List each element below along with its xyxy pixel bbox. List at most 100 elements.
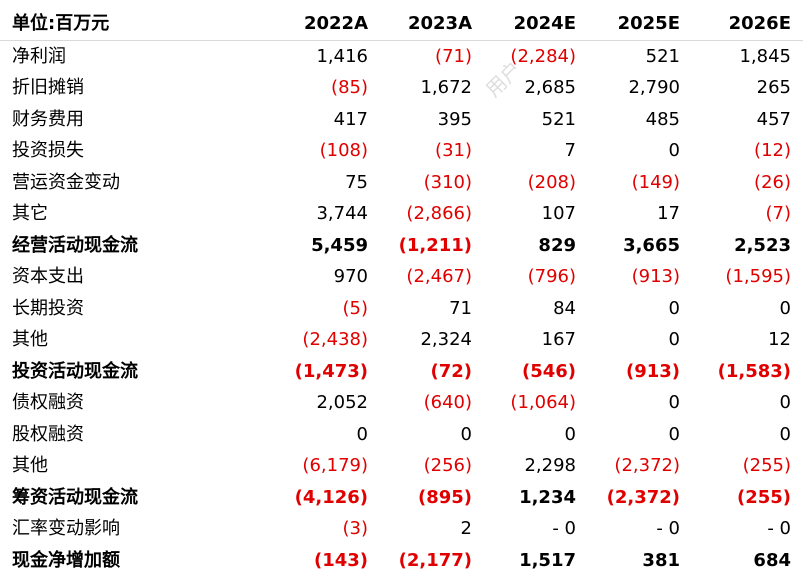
year-header: 2026E <box>728 13 791 34</box>
cell-value: 0 <box>356 423 368 445</box>
cell-value: 75 <box>345 171 368 193</box>
row-label: 其他 <box>12 455 48 476</box>
row-label: 投资活动现金流 <box>12 360 138 382</box>
cell-value: 71 <box>449 297 472 319</box>
cell-value: (255) <box>742 455 791 476</box>
cell-value: (5) <box>342 297 369 319</box>
table-row: 汇率变动影响 (3) 2 - 0 - 0 - 0 <box>0 513 803 545</box>
cell-value: 7 <box>564 140 576 161</box>
cell-value: 1,845 <box>739 45 791 67</box>
row-label: 折旧摊销 <box>12 77 84 98</box>
table-row: 资本支出 970 (2,467) (796) (913) (1,595) <box>0 261 803 293</box>
table-row: 其他 (6,179) (256) 2,298 (2,372) (255) <box>0 450 803 482</box>
table-row: 其它 3,744 (2,866) 107 17 (7) <box>0 198 803 230</box>
cell-value: (895) <box>417 486 472 508</box>
year-header: 2024E <box>513 13 576 34</box>
row-label: 筹资活动现金流 <box>12 486 138 508</box>
cell-value: 0 <box>668 329 680 350</box>
cell-value: 829 <box>538 234 576 256</box>
cell-value: (2,438) <box>302 329 368 350</box>
cell-value: - 0 <box>767 518 791 539</box>
cell-value: 84 <box>553 297 576 319</box>
table-row: 经营活动现金流 5,459 (1,211) 829 3,665 2,523 <box>0 230 803 262</box>
cell-value: (546) <box>521 360 576 382</box>
table-body: 净利润 1,416 (71) (2,284) 521 1,845 折旧摊销 (85) 1,672… <box>0 40 803 576</box>
cell-value: 0 <box>668 423 680 445</box>
cell-value: 5,459 <box>311 234 368 256</box>
row-label: 其他 <box>12 329 48 350</box>
cell-value: (1,595) <box>725 266 791 287</box>
cell-value: 395 <box>437 108 472 130</box>
table-row: 股权融资 0 0 0 0 0 <box>0 419 803 451</box>
row-label: 资本支出 <box>12 266 84 287</box>
cell-value: (1,583) <box>717 360 791 382</box>
cell-value: 107 <box>541 203 576 224</box>
row-label: 净利润 <box>12 45 66 67</box>
cell-value: 265 <box>756 77 791 98</box>
cell-value: (149) <box>631 171 680 193</box>
cell-value: (4,126) <box>294 486 368 508</box>
table-row: 现金净增加额 (143) (2,177) 1,517 381 684 <box>0 545 803 577</box>
cell-value: (2,372) <box>614 455 680 476</box>
row-label: 财务费用 <box>12 108 84 130</box>
cell-value: (2,372) <box>606 486 680 508</box>
cell-value: (255) <box>736 486 791 508</box>
cell-value: - 0 <box>656 518 680 539</box>
cell-value: (2,284) <box>510 45 576 67</box>
cell-value: (796) <box>527 266 576 287</box>
cell-value: 2,790 <box>628 77 680 98</box>
cell-value: 0 <box>564 423 576 445</box>
cell-value: (6,179) <box>302 455 368 476</box>
cell-value: (85) <box>331 77 368 98</box>
cell-value: (143) <box>313 549 368 571</box>
row-label: 营运资金变动 <box>12 171 120 193</box>
table-row: 长期投资 (5) 71 84 0 0 <box>0 293 803 325</box>
cell-value: 2 <box>460 518 472 539</box>
cell-value: (2,467) <box>406 266 472 287</box>
cell-value: (913) <box>631 266 680 287</box>
cell-value: 17 <box>657 203 680 224</box>
cell-value: 485 <box>645 108 680 130</box>
cell-value: (1,211) <box>398 234 472 256</box>
row-label: 长期投资 <box>12 297 84 319</box>
cell-value: (26) <box>754 171 791 193</box>
cell-value: (256) <box>423 455 472 476</box>
cell-value: 1,517 <box>519 549 576 571</box>
year-header: 2025E <box>617 13 680 34</box>
table-row: 折旧摊销 (85) 1,672 2,685 2,790 265 <box>0 72 803 104</box>
cell-value: 2,298 <box>524 455 576 476</box>
table-row: 债权融资 2,052 (640) (1,064) 0 0 <box>0 387 803 419</box>
cell-value: 0 <box>668 140 680 161</box>
cell-value: (1,064) <box>510 392 576 413</box>
cell-value: 0 <box>460 423 472 445</box>
row-label: 经营活动现金流 <box>12 234 138 256</box>
cell-value: 0 <box>779 297 791 319</box>
cell-value: (31) <box>435 140 472 161</box>
table-row: 筹资活动现金流 (4,126) (895) 1,234 (2,372) (255) <box>0 482 803 514</box>
cell-value: (2,866) <box>406 203 472 224</box>
cell-value: 417 <box>333 108 368 130</box>
cell-value: (1,473) <box>294 360 368 382</box>
cell-value: 1,416 <box>316 45 368 67</box>
cell-value: 970 <box>333 266 368 287</box>
row-label: 投资损失 <box>12 140 84 161</box>
cell-value: (3) <box>342 518 369 539</box>
cell-value: 684 <box>753 549 791 571</box>
cell-value: 0 <box>668 297 680 319</box>
table-row: 投资活动现金流 (1,473) (72) (546) (913) (1,583) <box>0 356 803 388</box>
cell-value: 2,052 <box>316 392 368 413</box>
cell-value: 2,324 <box>420 329 472 350</box>
table-row: 净利润 1,416 (71) (2,284) 521 1,845 <box>0 40 803 72</box>
cell-value: - 0 <box>552 518 576 539</box>
cell-value: 0 <box>779 392 791 413</box>
cell-value: 167 <box>541 329 576 350</box>
cell-value: (310) <box>423 171 472 193</box>
row-label: 其它 <box>12 203 48 224</box>
cell-value: 2,685 <box>524 77 576 98</box>
unit-label: 单位:百万元 <box>12 13 110 34</box>
table-row: 营运资金变动 75 (310) (208) (149) (26) <box>0 167 803 199</box>
cell-value: 521 <box>541 108 576 130</box>
cell-value: 0 <box>668 392 680 413</box>
table-row: 其他 (2,438) 2,324 167 0 12 <box>0 324 803 356</box>
row-label: 债权融资 <box>12 392 84 413</box>
